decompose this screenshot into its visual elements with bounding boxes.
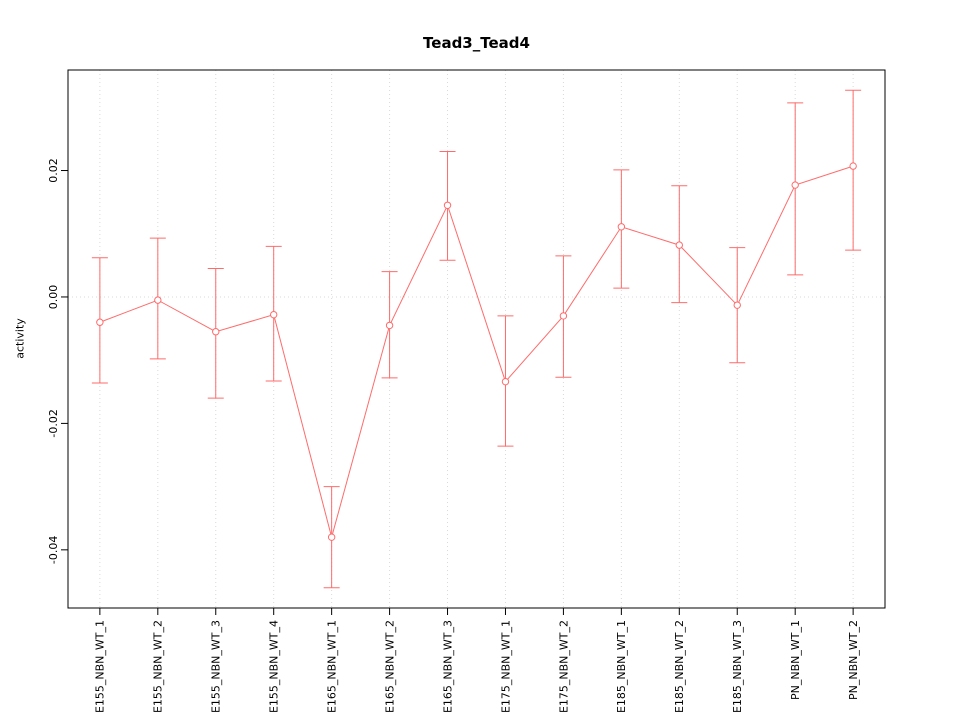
svg-text:PN_NBN_WT_1: PN_NBN_WT_1 [789,620,802,700]
chart-title: Tead3_Tead4 [423,34,530,52]
svg-text:E155_NBN_WT_4: E155_NBN_WT_4 [268,620,281,713]
svg-text:E165_NBN_WT_2: E165_NBN_WT_2 [383,620,396,713]
svg-text:E155_NBN_WT_3: E155_NBN_WT_3 [210,620,223,713]
svg-text:E185_NBN_WT_2: E185_NBN_WT_2 [673,620,686,713]
svg-text:E155_NBN_WT_2: E155_NBN_WT_2 [152,620,165,713]
svg-text:-0.04: -0.04 [47,536,60,564]
svg-text:0.00: 0.00 [47,285,60,310]
svg-text:PN_NBN_WT_2: PN_NBN_WT_2 [847,620,860,700]
svg-text:0.02: 0.02 [47,158,60,183]
svg-text:-0.02: -0.02 [47,409,60,437]
svg-text:E165_NBN_WT_3: E165_NBN_WT_3 [441,620,454,713]
svg-text:E155_NBN_WT_1: E155_NBN_WT_1 [94,620,107,713]
svg-text:E185_NBN_WT_1: E185_NBN_WT_1 [615,620,628,713]
svg-text:E165_NBN_WT_1: E165_NBN_WT_1 [325,620,338,713]
svg-text:E185_NBN_WT_3: E185_NBN_WT_3 [731,620,744,713]
svg-text:E175_NBN_WT_2: E175_NBN_WT_2 [557,620,570,713]
svg-text:E175_NBN_WT_1: E175_NBN_WT_1 [499,620,512,713]
